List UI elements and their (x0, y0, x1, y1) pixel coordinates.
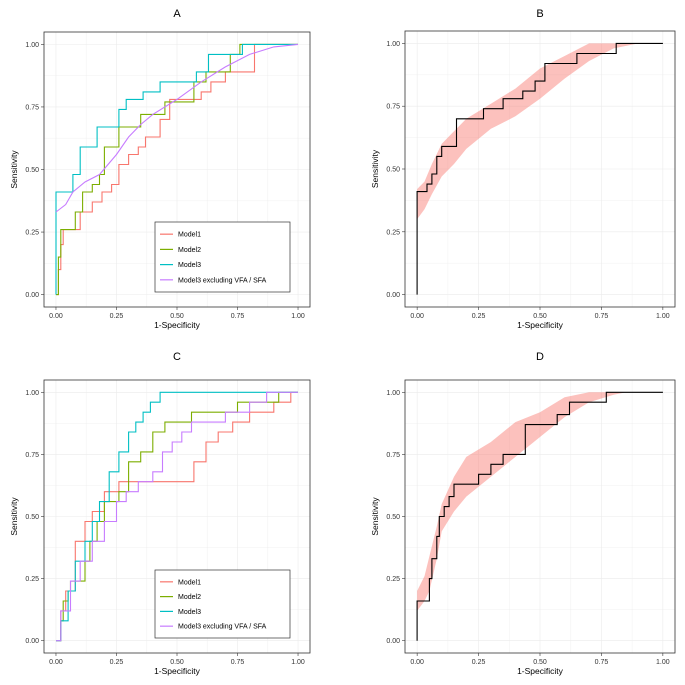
y-tick-label: 0.50 (25, 167, 39, 174)
y-tick-label: 1.00 (386, 41, 400, 48)
x-axis-label: 1-Specificity (154, 666, 201, 676)
x-tick-label: 0.75 (231, 659, 245, 666)
confidence-band (417, 392, 626, 611)
roc-curve-line (416, 42, 663, 295)
y-tick-label: 0.00 (386, 292, 400, 299)
x-tick-label: 0.00 (410, 313, 424, 320)
x-axis-label: 1-Specificity (154, 320, 201, 330)
x-tick-label: 0.00 (410, 659, 424, 666)
x-tick-label: 0.00 (49, 659, 63, 666)
legend-label: Model2 (178, 247, 201, 254)
confidence-band (417, 43, 639, 220)
x-axis-label: 1-Specificity (517, 320, 564, 330)
x-tick-label: 0.25 (110, 659, 124, 666)
x-tick-label: 0.50 (170, 659, 184, 666)
legend-label: Model3 (178, 609, 201, 616)
x-tick-label: 1.00 (656, 313, 670, 320)
y-tick-label: 0.00 (386, 638, 400, 645)
roc-panel-b: B 0.00 0.25 0.50 0.75 1.00 0.00 0.25 0.50 0.75 1.0… (370, 8, 676, 330)
roc-panel-d: D 0.00 0.25 0.50 0.75 1.00 0.00 0.25 0.50 0.75 1.0… (370, 351, 676, 676)
x-tick-label: 0.50 (170, 313, 184, 320)
x-tick-label: 1.00 (656, 659, 670, 666)
x-tick-label: 0.00 (49, 313, 63, 320)
legend-label: Model3 excluding VFA / SFA (178, 624, 267, 631)
y-tick-label: 0.25 (25, 576, 39, 583)
roc-line-model3 (55, 43, 298, 295)
x-tick-label: 0.75 (595, 313, 609, 320)
roc-line-model2 (56, 43, 298, 296)
legend: Model1 Model2 Model3 Model3 excluding VFA /… (154, 569, 291, 639)
y-tick-label: 0.00 (25, 638, 39, 645)
y-axis-label: Sensitivity (9, 150, 19, 189)
legend-box (154, 569, 291, 639)
y-tick-label: 0.50 (386, 514, 400, 521)
x-tick-label: 0.25 (472, 659, 486, 666)
x-tick-label: 1.00 (291, 659, 305, 666)
panel-title: A (173, 8, 181, 20)
y-tick-label: 0.25 (25, 230, 39, 237)
panel-title: B (536, 8, 543, 20)
legend-label: Model3 (178, 262, 201, 269)
x-tick-label: 0.50 (533, 313, 547, 320)
x-tick-label: 0.25 (472, 313, 486, 320)
roc-panel-a: A 0.00 0.25 0.50 0.75 1.00 0.00 0.25 0.50 0.75 1.0… (9, 8, 311, 330)
y-tick-label: 0.25 (386, 576, 400, 583)
x-tick-label: 0.50 (533, 659, 547, 666)
x-tick-label: 0.75 (231, 313, 245, 320)
panel-title: C (173, 351, 181, 363)
legend-label: Model1 (178, 232, 201, 239)
y-axis-label: Sensitivity (370, 149, 380, 188)
y-tick-label: 0.50 (25, 514, 39, 521)
roc-line-model3-excluding-vfa-sfa (55, 43, 299, 213)
x-tick-label: 1.00 (291, 313, 305, 320)
legend-label: Model2 (178, 594, 201, 601)
panel-title: D (536, 351, 544, 363)
roc-line-model3-excluding-vfa-sfa (56, 391, 298, 642)
y-tick-label: 1.00 (386, 390, 400, 397)
x-tick-label: 0.25 (110, 313, 124, 320)
y-tick-label: 0.00 (25, 292, 39, 299)
x-tick-label: 0.75 (595, 659, 609, 666)
y-tick-label: 1.00 (25, 390, 39, 397)
legend-label: Model1 (178, 579, 201, 586)
y-tick-label: 0.50 (386, 167, 400, 174)
roc-panel-c: C 0.00 0.25 0.50 0.75 1.00 0.00 0.25 0.50 0.75 1.0… (9, 351, 311, 676)
y-tick-label: 0.75 (25, 104, 39, 111)
legend-label: Model3 excluding VFA / SFA (178, 277, 267, 284)
x-axis-label: 1-Specificity (517, 666, 564, 676)
y-tick-label: 0.75 (25, 452, 39, 459)
y-tick-label: 0.75 (386, 452, 400, 459)
legend: Model1 Model2 Model3 Model3 excluding VFA /… (154, 221, 291, 293)
y-tick-label: 0.25 (386, 229, 400, 236)
roc-line-model3 (56, 391, 298, 642)
y-axis-label: Sensitivity (370, 497, 380, 536)
y-tick-label: 0.75 (386, 104, 400, 111)
y-tick-label: 1.00 (25, 42, 39, 49)
legend-box (154, 221, 291, 293)
y-axis-label: Sensitivity (9, 497, 19, 536)
roc-line-model1 (56, 43, 298, 296)
roc-curve-line (416, 391, 663, 641)
